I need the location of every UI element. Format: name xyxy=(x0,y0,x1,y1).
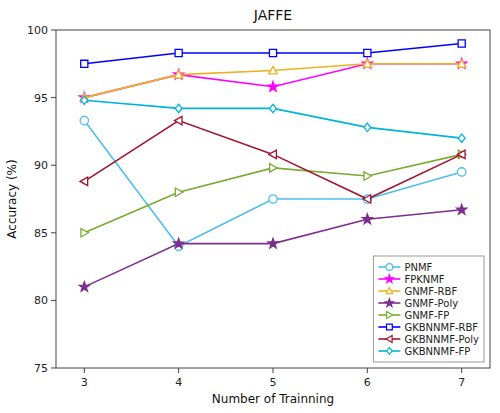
point xyxy=(364,172,372,180)
x-tick xyxy=(461,368,462,373)
legend-marker xyxy=(385,299,393,307)
series xyxy=(79,59,466,102)
y-tick-label: 90 xyxy=(34,159,48,172)
series-line xyxy=(84,44,461,64)
point xyxy=(363,195,371,203)
series xyxy=(81,96,465,142)
point xyxy=(175,104,182,112)
legend-label: GKBNNMF-RBF xyxy=(404,322,478,333)
point xyxy=(81,229,89,237)
y-tick xyxy=(51,368,56,369)
x-tick xyxy=(84,368,85,373)
point xyxy=(269,49,276,56)
point xyxy=(363,195,371,203)
x-tick-label: 7 xyxy=(458,376,465,389)
series-line xyxy=(84,210,461,287)
series-line xyxy=(84,154,461,232)
point xyxy=(270,104,277,112)
point xyxy=(174,116,182,124)
point xyxy=(364,49,371,56)
point xyxy=(174,238,184,247)
plot-frame xyxy=(56,30,490,368)
y-axis-label: Accuracy (%) xyxy=(5,159,19,238)
point xyxy=(270,164,278,172)
series xyxy=(79,205,466,292)
y-tick-label: 85 xyxy=(34,227,48,240)
legend-label: PNMF xyxy=(404,262,432,273)
series xyxy=(80,116,465,203)
legend-marker xyxy=(386,264,393,271)
point xyxy=(80,177,88,185)
point xyxy=(175,49,182,56)
y-tick-label: 75 xyxy=(34,362,48,375)
point xyxy=(458,134,465,142)
y-tick-label: 100 xyxy=(27,24,48,37)
y-tick xyxy=(51,30,56,31)
legend-label: GNMF-RBF xyxy=(404,286,457,297)
series xyxy=(81,150,466,237)
point xyxy=(174,70,182,78)
x-tick-label: 6 xyxy=(364,376,371,389)
point xyxy=(269,195,277,203)
point xyxy=(268,82,278,92)
legend-label: GKBNNMF-FP xyxy=(404,346,470,357)
legend-box xyxy=(373,256,484,362)
series xyxy=(80,116,466,250)
series-line xyxy=(84,100,461,138)
legend-marker xyxy=(385,275,393,283)
legend-marker xyxy=(387,312,393,319)
x-tick-label: 5 xyxy=(270,376,277,389)
point xyxy=(269,66,277,74)
point xyxy=(269,150,277,158)
y-tick xyxy=(51,232,56,233)
legend-marker xyxy=(386,288,393,294)
legend-marker xyxy=(387,348,392,355)
x-tick xyxy=(178,368,179,373)
point xyxy=(362,214,372,224)
series-line xyxy=(84,121,461,247)
point xyxy=(81,60,88,67)
legend-label: GKBNNMF-Poly xyxy=(404,334,479,345)
point xyxy=(458,150,466,158)
point xyxy=(364,123,371,131)
point xyxy=(457,168,465,176)
legend-marker xyxy=(386,336,392,343)
x-tick-label: 3 xyxy=(81,376,88,389)
chart: 3 4 5 6 7 75 80 85 90 95 100 JAFFE Number of Trainni… xyxy=(0,0,500,413)
y-tick-label: 80 xyxy=(34,294,48,307)
point xyxy=(268,238,278,247)
legend-label: GNMF-FP xyxy=(404,310,449,321)
y-tick-label: 95 xyxy=(34,92,48,105)
legend-label: FPKNMF xyxy=(404,274,444,285)
y-tick xyxy=(51,165,56,166)
point xyxy=(175,188,183,196)
point xyxy=(79,282,89,292)
x-axis-label: Number of Trainning xyxy=(212,392,334,406)
x-tick xyxy=(367,368,368,373)
point xyxy=(457,205,467,214)
legend-marker xyxy=(387,324,393,330)
series xyxy=(80,60,466,101)
point xyxy=(458,150,466,158)
point xyxy=(363,60,371,68)
title: JAFFE xyxy=(253,7,292,23)
series xyxy=(81,40,466,67)
y-tick xyxy=(51,97,56,98)
series-line xyxy=(84,64,461,98)
point xyxy=(81,96,88,104)
plot-data xyxy=(79,40,466,291)
point xyxy=(80,116,88,124)
point xyxy=(458,60,466,68)
series-line xyxy=(84,64,461,98)
x-tick-label: 4 xyxy=(175,376,182,389)
x-tick xyxy=(273,368,274,373)
y-tick xyxy=(51,300,56,301)
legend-label: GNMF-Poly xyxy=(404,298,458,309)
point xyxy=(458,40,465,47)
legend: PNMFFPKNMFGNMF-RBFGNMF-PolyGNMF-FPGKBNNM… xyxy=(373,256,484,362)
